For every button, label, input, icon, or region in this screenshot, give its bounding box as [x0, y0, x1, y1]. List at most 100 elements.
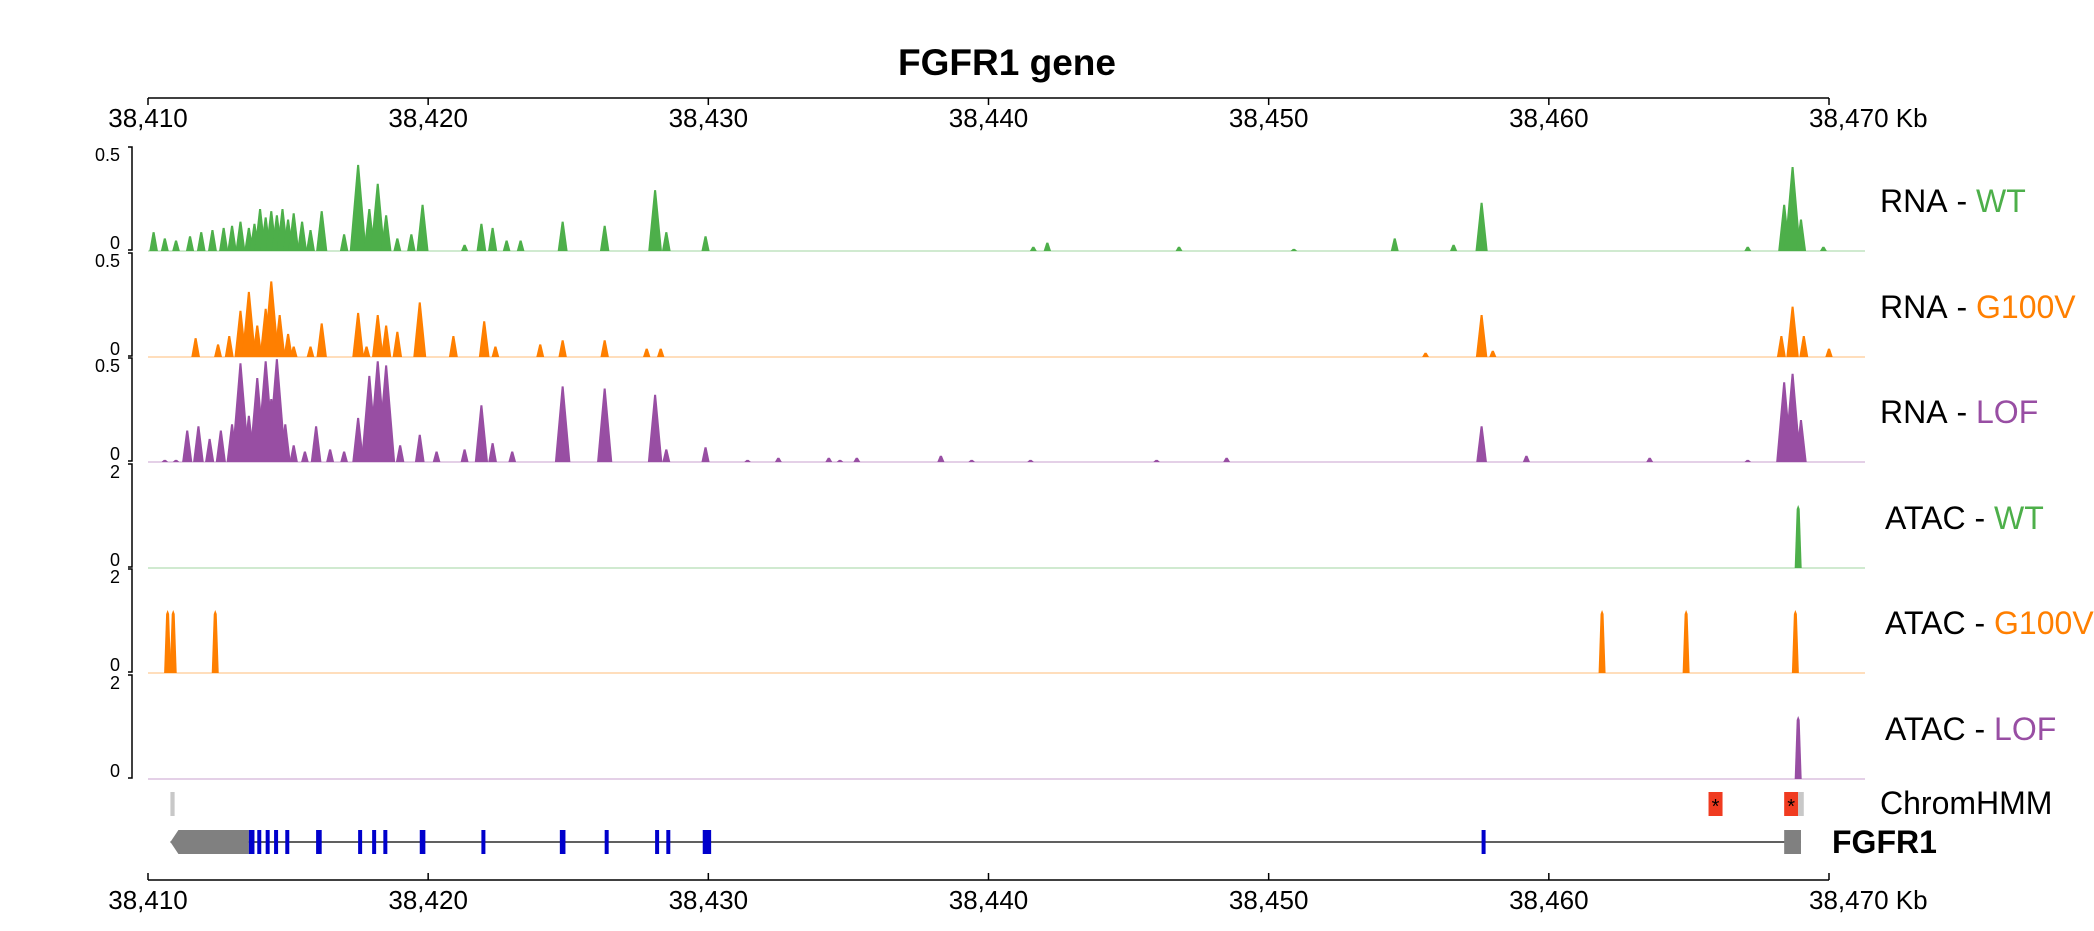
gene-exon [383, 830, 388, 854]
signal-peak [1819, 246, 1827, 251]
signal-peak [1791, 610, 1799, 673]
signal-peak [352, 417, 364, 462]
chromhmm-label: ChromHMM [1880, 785, 2052, 821]
signal-peak [191, 338, 200, 357]
signal-peak [853, 457, 861, 462]
y-max-label: 0.5 [95, 145, 120, 165]
gene-utr [170, 830, 249, 854]
signal-peak [326, 449, 335, 462]
gene-exon [265, 830, 270, 854]
signal-peak [661, 232, 671, 251]
gene-exon [419, 830, 426, 854]
signal-peak [488, 227, 498, 251]
signal-peak [662, 449, 671, 462]
signal-peak [1223, 457, 1231, 462]
track-separator: - [1948, 394, 1976, 430]
gene-exon [285, 830, 290, 854]
signal-peak [1029, 246, 1037, 251]
signal-peak [215, 430, 226, 462]
signal-peak [1646, 457, 1654, 462]
x-tick-label: 38,430 [669, 103, 749, 133]
track-condition: G100V [1976, 289, 2076, 325]
signal-peak [600, 340, 609, 357]
signal-peak [836, 459, 844, 462]
track-condition: LOF [1994, 711, 2056, 747]
signal-peak [279, 424, 291, 462]
signal-area [1794, 505, 1802, 568]
y-scale-bar [128, 568, 133, 673]
signal-peak [235, 221, 246, 251]
signal-peak [283, 333, 293, 357]
x-tick-label: 38,440 [949, 885, 1029, 915]
signal-peak [227, 225, 237, 251]
signal-area [164, 610, 1799, 673]
signal-peak [372, 315, 384, 357]
signal-peak [306, 346, 315, 357]
signal-peak [432, 451, 441, 462]
gene-exon [316, 830, 322, 854]
signal-peak [172, 459, 180, 462]
signal-peak [1522, 455, 1530, 462]
signal-peak [1825, 348, 1833, 357]
signal-peak [476, 223, 487, 251]
gene-exon [274, 830, 279, 854]
track-condition: WT [1994, 500, 2044, 536]
signal-peak [597, 388, 613, 462]
signal-peak [1027, 459, 1034, 462]
signal-peak [182, 430, 193, 462]
signal-peak [1795, 219, 1807, 251]
track-separator: - [1948, 289, 1976, 325]
y-scale-bar [128, 357, 133, 462]
signal-peak [558, 340, 567, 357]
signal-area [1794, 716, 1802, 779]
signal-peak [306, 230, 315, 251]
signal-peak [416, 204, 429, 251]
signal-peak [1784, 167, 1801, 251]
signal-peak [241, 291, 256, 357]
signal-peak [207, 230, 217, 251]
track-condition: G100V [1994, 605, 2094, 641]
track-label: RNA - LOF [1880, 394, 2038, 430]
gene-exon [604, 830, 609, 854]
signal-peak [1422, 352, 1430, 357]
signal-peak [169, 610, 177, 673]
track-assay: RNA [1880, 289, 1948, 325]
track-assay: ATAC [1885, 711, 1966, 747]
signal-peak [937, 455, 945, 462]
y-min-label: 0 [110, 233, 120, 253]
track-rna-wt: 0.5 0 RNA - WT [95, 145, 2026, 253]
y-scale-bar [128, 674, 133, 779]
signal-peak [516, 240, 525, 251]
signal-peak [352, 312, 364, 357]
signal-peak [414, 434, 425, 462]
signal-peak [273, 315, 286, 357]
signal-peak [657, 348, 665, 357]
signal-peak [214, 344, 222, 357]
signal-peak [289, 346, 298, 357]
signal-peak [316, 211, 328, 251]
gene-exon [702, 830, 712, 854]
signal-peak [196, 232, 206, 251]
track-separator: - [1948, 183, 1976, 219]
gene-exon [481, 830, 486, 854]
gene-exon [257, 830, 262, 854]
signal-peak [393, 238, 402, 251]
signal-peak [289, 445, 298, 462]
signal-peak [1744, 459, 1752, 462]
signal-peak [339, 234, 349, 251]
track-label: ATAC - LOF [1885, 711, 2056, 747]
signal-peak [310, 426, 322, 462]
y-max-label: 0.5 [95, 356, 120, 376]
x-tick-label: 38,410 [108, 103, 188, 133]
y-min-label: 0 [110, 761, 120, 781]
signal-peak [1449, 244, 1458, 251]
y-scale-bar [128, 463, 133, 568]
signal-peak [193, 426, 204, 462]
y-max-label: 2 [110, 673, 120, 693]
gene-exon [372, 830, 377, 854]
signal-peak [557, 221, 568, 251]
y-min-label: 0 [110, 444, 120, 464]
chromhmm-region [1784, 792, 1799, 816]
